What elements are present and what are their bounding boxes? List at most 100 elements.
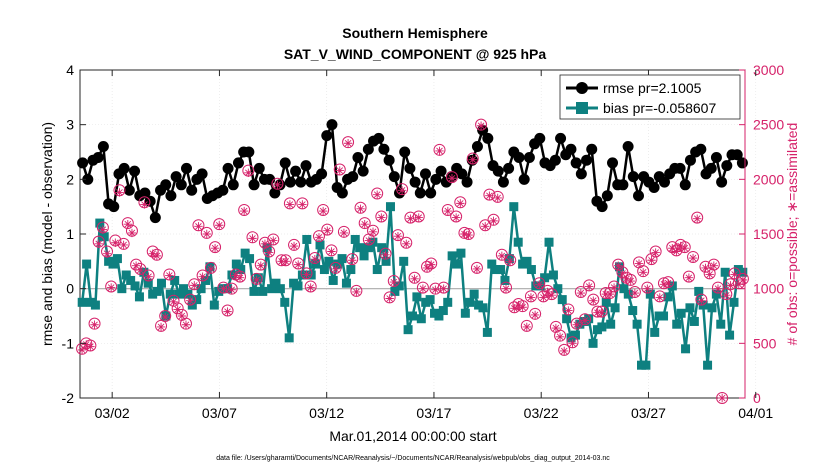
obs-possible-point [491, 190, 504, 203]
rmse-point [388, 171, 400, 183]
rmse-point [186, 184, 198, 196]
bias-point [619, 284, 629, 294]
obs-assimilated-point [111, 238, 120, 247]
obs-assimilated-point [734, 280, 743, 289]
obs-assimilated-point [580, 316, 590, 325]
obs-assimilated-point [414, 213, 423, 222]
bias-point [460, 308, 470, 318]
obs-assimilated-point [294, 260, 303, 269]
bias-point [632, 319, 642, 329]
obs-possible-point [263, 245, 276, 258]
obs-assimilated-point [651, 248, 660, 257]
rmse-point [627, 171, 639, 183]
bias-point [553, 284, 563, 294]
obs-assimilated-point [560, 346, 569, 356]
bias-point [108, 259, 118, 269]
bias-point [324, 256, 334, 266]
bias-point [170, 275, 180, 285]
obs-possible-point [653, 290, 666, 303]
obs-assimilated-point [123, 219, 132, 229]
obs-assimilated-point [406, 214, 415, 223]
obs-possible-point [445, 171, 458, 184]
bias-point [681, 344, 691, 354]
obs-assimilated-point [530, 310, 540, 320]
obs-assimilated-point [730, 270, 739, 279]
bias-point [372, 265, 382, 275]
obs-assimilated-point [688, 253, 698, 263]
left-tick-label: 2 [66, 171, 74, 187]
x-tick-label: 04/01 [738, 405, 773, 421]
bias-point [337, 254, 347, 264]
obs-possible-point [179, 317, 192, 330]
x-tick-label: 03/02 [95, 405, 130, 421]
obs-possible-point [354, 201, 367, 214]
rmse-point [77, 157, 89, 169]
obs-assimilated-point [314, 233, 324, 242]
rmse-point [108, 201, 120, 213]
obs-possible-point [192, 219, 205, 232]
obs-assimilated-point [310, 254, 320, 264]
bias-point [156, 278, 166, 288]
right-tick-label: 0 [753, 390, 761, 406]
obs-assimilated-point [626, 276, 635, 286]
obs-possible-point [383, 291, 396, 304]
obs-possible-point [554, 329, 567, 342]
obs-possible-point [325, 244, 338, 257]
bias-point [192, 295, 202, 305]
bias-point [130, 281, 140, 291]
rmse-point [425, 187, 437, 199]
bias-point [381, 256, 391, 266]
obs-assimilated-point [352, 287, 361, 297]
bias-point [496, 265, 506, 275]
obs-assimilated-point [717, 393, 727, 403]
bias-point [271, 278, 281, 288]
rmse-point [658, 176, 670, 188]
y-axis-label-left: rmse and bias (model - observation) [39, 122, 55, 346]
obs-assimilated-point [510, 304, 519, 313]
obs-assimilated-point [539, 293, 548, 302]
bias-point [227, 270, 237, 280]
obs-possible-point [209, 241, 222, 254]
rmse-point [227, 179, 239, 191]
obs-possible-point [358, 217, 371, 230]
rmse-point [695, 143, 707, 155]
obs-assimilated-point [165, 271, 174, 280]
bias-point [245, 254, 255, 264]
left-tick-label: 0 [66, 281, 74, 297]
bias-point [438, 306, 448, 316]
obs-possible-point [574, 285, 587, 298]
bias-point [280, 297, 290, 307]
bias-point [720, 267, 730, 277]
bias-point [443, 297, 453, 307]
obs-possible-point [699, 260, 712, 273]
obs-possible-point [238, 203, 251, 216]
obs-possible-point [246, 231, 259, 244]
obs-assimilated-point [360, 219, 369, 229]
bias-point [526, 265, 536, 275]
bias-point [267, 284, 277, 294]
obs-assimilated-point [680, 244, 689, 253]
chart-title-line2: SAT_V_WIND_COMPONENT @ 925 hPa [284, 46, 547, 62]
rmse-point [607, 157, 619, 169]
bias-point [570, 330, 580, 340]
obs-assimilated-point [422, 263, 432, 273]
obs-possible-point [666, 241, 679, 254]
obs-assimilated-point [609, 283, 619, 292]
obs-assimilated-point [493, 193, 502, 203]
bias-point [672, 319, 682, 329]
bias-point [522, 256, 532, 266]
x-tick-label: 03/27 [631, 405, 666, 421]
rmse-point [617, 179, 629, 191]
obs-assimilated-point [535, 280, 544, 289]
rmse-point [482, 132, 494, 144]
bias-point [452, 259, 462, 269]
obs-possible-point [533, 277, 546, 290]
rmse-point [316, 168, 328, 180]
obs-possible-point [479, 219, 492, 232]
left-tick-label: 3 [66, 117, 74, 133]
obs-assimilated-point [431, 285, 440, 294]
obs-possible-point [367, 224, 380, 237]
obs-assimilated-point [335, 166, 344, 175]
rmse-point [373, 132, 385, 144]
obs-assimilated-point [119, 240, 128, 250]
